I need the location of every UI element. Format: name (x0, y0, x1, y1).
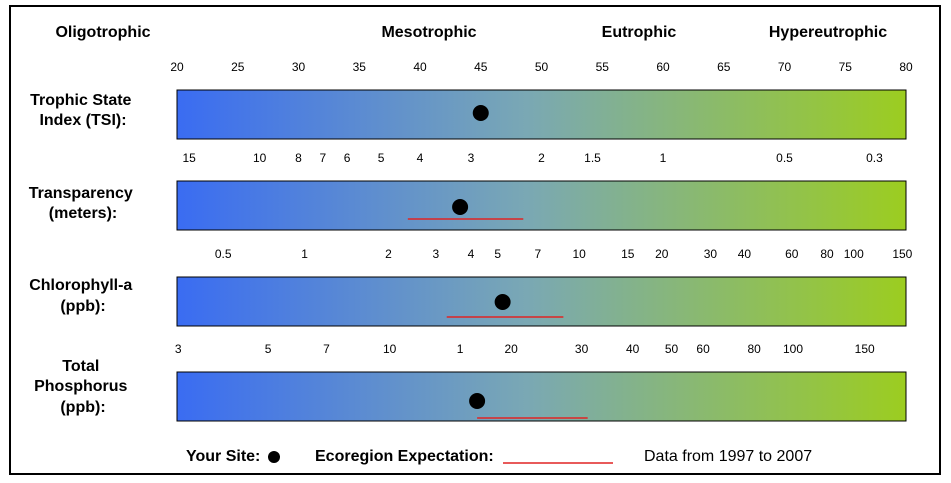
tick-label-tsi: 50 (535, 60, 549, 74)
tick-label-tsi: 75 (839, 60, 853, 74)
tick-label-chlorophyll: 4 (468, 247, 475, 261)
tick-label-transparency: 10 (253, 151, 267, 165)
row-label-phosphorus: Total Phosphorus (ppb): (34, 358, 132, 416)
tick-label-transparency: 5 (378, 151, 385, 165)
tick-label-transparency: 6 (344, 151, 351, 165)
tick-label-tsi: 55 (596, 60, 610, 74)
row-label-tsi: Trophic State Index (TSI): (30, 92, 136, 129)
tick-label-phosphorus: 40 (626, 342, 640, 356)
site-marker-transparency (452, 199, 469, 215)
tick-label-chlorophyll: 100 (844, 247, 864, 261)
tick-label-chlorophyll: 150 (892, 247, 912, 261)
tick-label-chlorophyll: 80 (820, 247, 834, 261)
tick-label-tsi: 35 (353, 60, 367, 74)
tick-label-chlorophyll: 5 (494, 247, 501, 261)
tick-label-transparency: 7 (319, 151, 326, 165)
tick-label-transparency: 2 (538, 151, 545, 165)
gradient-bar-phosphorus (176, 371, 907, 422)
tick-label-tsi: 80 (899, 60, 913, 74)
tick-label-phosphorus: 10 (383, 342, 397, 356)
gradient-bar-transparency (176, 180, 907, 231)
tick-label-chlorophyll: 2 (385, 247, 392, 261)
tick-label-chlorophyll: 3 (432, 247, 439, 261)
trophic-header-eutrophic: Eutrophic (602, 24, 677, 41)
tick-label-tsi: 65 (717, 60, 731, 74)
tick-label-chlorophyll: 10 (572, 247, 586, 261)
tick-label-phosphorus: 7 (323, 342, 330, 356)
tick-label-phosphorus: 80 (747, 342, 761, 356)
tick-label-chlorophyll: 0.5 (215, 247, 232, 261)
tick-label-chlorophyll: 30 (704, 247, 718, 261)
trophic-state-chart: Oligotrophic Mesotrophic Eutrophic Hyper… (29, 24, 913, 465)
trophic-header-mesotrophic: Mesotrophic (381, 24, 476, 41)
tick-label-transparency: 0.3 (866, 151, 883, 165)
tick-label-tsi: 30 (292, 60, 306, 74)
gradient-bar-tsi (176, 89, 907, 140)
row-label-chlorophyll: Chlorophyll-a (ppb): (29, 277, 137, 315)
tick-label-transparency: 3 (468, 151, 475, 165)
tick-label-transparency: 0.5 (776, 151, 793, 165)
tick-label-transparency: 15 (182, 151, 196, 165)
tick-label-phosphorus: 50 (665, 342, 679, 356)
tick-label-chlorophyll: 60 (785, 247, 799, 261)
row-label-transparency: Transparency (meters): (29, 185, 138, 222)
tick-label-phosphorus: 150 (855, 342, 875, 356)
tick-label-phosphorus: 60 (696, 342, 710, 356)
gradient-bar-chlorophyll (176, 276, 907, 327)
tick-label-phosphorus: 1 (457, 342, 464, 356)
data-period-note: Data from 1997 to 2007 (644, 448, 812, 465)
tick-label-tsi: 25 (231, 60, 245, 74)
tick-label-phosphorus: 5 (265, 342, 272, 356)
tick-label-phosphorus: 30 (575, 342, 589, 356)
trophic-header-oligotrophic: Oligotrophic (55, 24, 150, 41)
trophic-state-chart-frame: Oligotrophic Mesotrophic Eutrophic Hyper… (9, 5, 941, 475)
tick-label-tsi: 40 (413, 60, 427, 74)
tick-label-phosphorus: 20 (504, 342, 518, 356)
site-marker-phosphorus (469, 393, 486, 409)
tick-label-transparency: 8 (295, 151, 302, 165)
tick-label-tsi: 45 (474, 60, 488, 74)
legend-site-label: Your Site: (186, 448, 260, 465)
tick-label-phosphorus: 3 (175, 342, 182, 356)
tick-label-transparency: 1.5 (584, 151, 601, 165)
tick-label-chlorophyll: 1 (301, 247, 308, 261)
tick-label-tsi: 70 (778, 60, 792, 74)
site-marker-chlorophyll (494, 294, 511, 310)
tick-label-chlorophyll: 7 (535, 247, 542, 261)
tick-label-tsi: 60 (656, 60, 670, 74)
legend-site-marker (268, 451, 280, 463)
legend-expectation-label: Ecoregion Expectation: (315, 448, 494, 465)
tick-label-phosphorus: 100 (783, 342, 803, 356)
tick-label-tsi: 20 (170, 60, 184, 74)
tick-label-chlorophyll: 40 (738, 247, 752, 261)
tick-label-chlorophyll: 20 (655, 247, 669, 261)
site-marker-tsi (472, 105, 489, 121)
trophic-header-hypereutrophic: Hypereutrophic (769, 24, 887, 41)
tick-label-transparency: 1 (660, 151, 667, 165)
tick-label-transparency: 4 (417, 151, 424, 165)
tick-label-chlorophyll: 15 (621, 247, 635, 261)
